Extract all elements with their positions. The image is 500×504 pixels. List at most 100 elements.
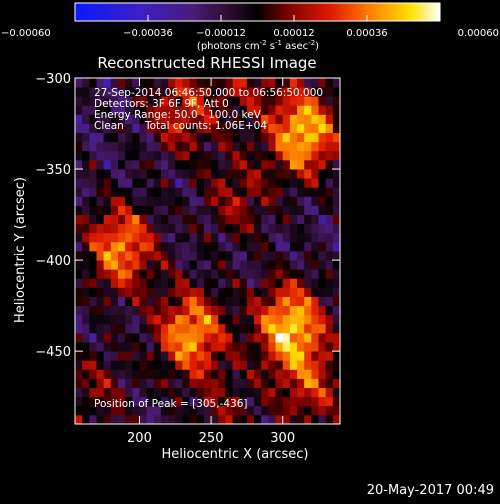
heatmap-cell [318,251,327,261]
heatmap-cell [175,123,183,134]
heatmap-cell [182,369,190,379]
heatmap-cell [196,260,205,270]
heatmap-cell [82,314,90,325]
heatmap-cell [146,232,155,243]
heatmap-cell [182,278,190,288]
heatmap-cell [297,241,305,252]
heatmap-cell [304,223,312,234]
heatmap-cell [261,251,269,261]
heatmap-cell [325,169,334,179]
x-axis-title: Heliocentric X (arcsec) [162,447,309,462]
heatmap-cell [261,105,269,115]
heatmap-cell [146,223,155,234]
heatmap-cell [139,241,148,252]
heatmap-cell [225,78,233,88]
heatmap-cell [110,223,119,234]
heatmap-cell [203,287,212,297]
heatmap-cell [110,278,119,288]
heatmap-cell [332,387,340,398]
heatmap-cell [225,132,233,143]
heatmap-cell [311,278,319,288]
heatmap-cell [304,414,312,424]
heatmap-cell [103,278,112,288]
heatmap-cell [189,405,198,416]
heatmap-cell [268,314,276,325]
heatmap-cell [203,378,212,388]
heatmap-cell [239,187,248,197]
heatmap-cell [232,178,241,188]
heatmap-cell [146,296,155,307]
heatmap-cell [132,187,140,197]
heatmap-cell [225,287,233,297]
heatmap-cell [325,178,334,188]
heatmap-cell [325,123,334,134]
heatmap-cell [246,414,255,424]
heatmap-cell [75,323,83,334]
heatmap-cell [297,414,305,424]
heatmap-cell [110,123,119,134]
heatmap-cell [82,150,90,161]
heatmap-cell [218,278,226,288]
heatmap-cell [139,351,148,361]
heatmap-cell [153,214,162,225]
heatmap-cell [211,214,219,225]
heatmap-cell [89,323,97,334]
heatmap-cell [304,332,312,343]
heatmap-cell [189,105,198,115]
heatmap-cell [275,78,284,88]
heatmap-cell [132,396,140,407]
heatmap-cell [103,251,112,261]
heatmap-cell [75,342,83,352]
heatmap-cell [203,87,212,97]
heatmap-cell [268,360,276,370]
heatmap-cell [332,323,340,334]
heatmap-cell [261,214,269,225]
heatmap-cell [82,414,90,424]
heatmap-cell [304,351,312,361]
heatmap-cell [117,278,126,288]
heatmap-cell [254,278,262,288]
heatmap-cell [304,251,312,261]
heatmap-cell [96,241,105,252]
heatmap-cell [254,351,262,361]
heatmap-cell [125,232,133,243]
heatmap-cell [246,269,255,279]
heatmap-cell [146,169,155,179]
heatmap-cell [189,305,198,316]
heatmap-cell [196,351,205,361]
heatmap-cell [282,323,291,334]
heatmap-cell [203,323,212,334]
heatmap-cell [275,360,284,370]
heatmap-cell [139,187,148,197]
heatmap-cell [189,360,198,370]
heatmap-cell [139,150,148,161]
heatmap-cell [117,241,126,252]
heatmap-cell [89,251,97,261]
heatmap-cell [311,105,319,115]
heatmap-cell [96,305,105,316]
heatmap-cell [289,205,298,215]
heatmap-cell [82,387,90,398]
heatmap-cell [304,169,312,179]
heatmap-cell [325,241,334,252]
heatmap-cell [225,205,233,215]
heatmap-cell [139,87,148,97]
heatmap-cell [117,396,126,407]
heatmap-cell [239,278,248,288]
heatmap-cell [75,351,83,361]
heatmap-cell [168,178,176,188]
heatmap-cell [82,196,90,206]
heatmap-cell [153,378,162,388]
heatmap-cell [232,305,241,316]
heatmap-cell [89,278,97,288]
heatmap-cell [89,232,97,243]
heatmap-cell [211,260,219,270]
heatmap-cell [332,187,340,197]
heatmap-cell [160,342,169,352]
heatmap-cell [89,150,97,161]
heatmap-cell [246,232,255,243]
heatmap-cell [261,87,269,97]
heatmap-cell [117,232,126,243]
heatmap-cell [103,96,112,106]
heatmap-cell [332,214,340,225]
